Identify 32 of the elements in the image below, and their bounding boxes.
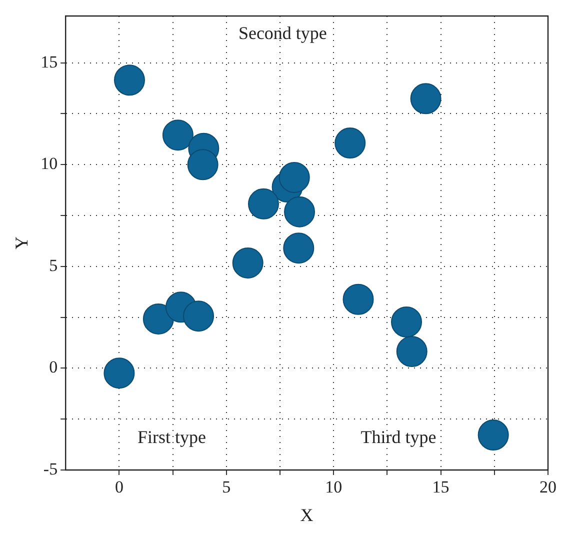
point <box>232 247 264 278</box>
point <box>283 232 314 264</box>
x-axis-title: X <box>300 504 314 525</box>
point <box>114 64 145 96</box>
point <box>284 196 316 228</box>
x-tick-label: 20 <box>540 478 556 497</box>
y-axis-title: Y <box>12 236 32 250</box>
y-tick-label: 10 <box>40 154 58 174</box>
y-tick-label: -5 <box>43 459 58 478</box>
y-tick-label: 5 <box>49 256 58 275</box>
point <box>410 83 442 114</box>
x-tick-label: 10 <box>325 478 342 497</box>
point <box>187 149 218 180</box>
point <box>478 419 509 450</box>
annotation: Third type <box>360 426 436 447</box>
x-tick-label: 0 <box>114 478 124 497</box>
point <box>162 120 194 151</box>
point <box>342 284 374 315</box>
point <box>278 162 310 193</box>
annotation: Second type <box>238 22 327 43</box>
point <box>396 336 428 368</box>
point <box>390 306 422 338</box>
x-tick-label: 15 <box>432 478 450 497</box>
y-tick-label: 0 <box>49 358 58 377</box>
y-tick-label: 15 <box>40 52 58 72</box>
point <box>248 188 279 220</box>
point <box>334 128 366 159</box>
point <box>183 300 214 332</box>
x-tick-label: 5 <box>222 478 231 497</box>
annotation: First type <box>137 426 206 447</box>
point <box>142 303 174 334</box>
point <box>104 358 135 389</box>
